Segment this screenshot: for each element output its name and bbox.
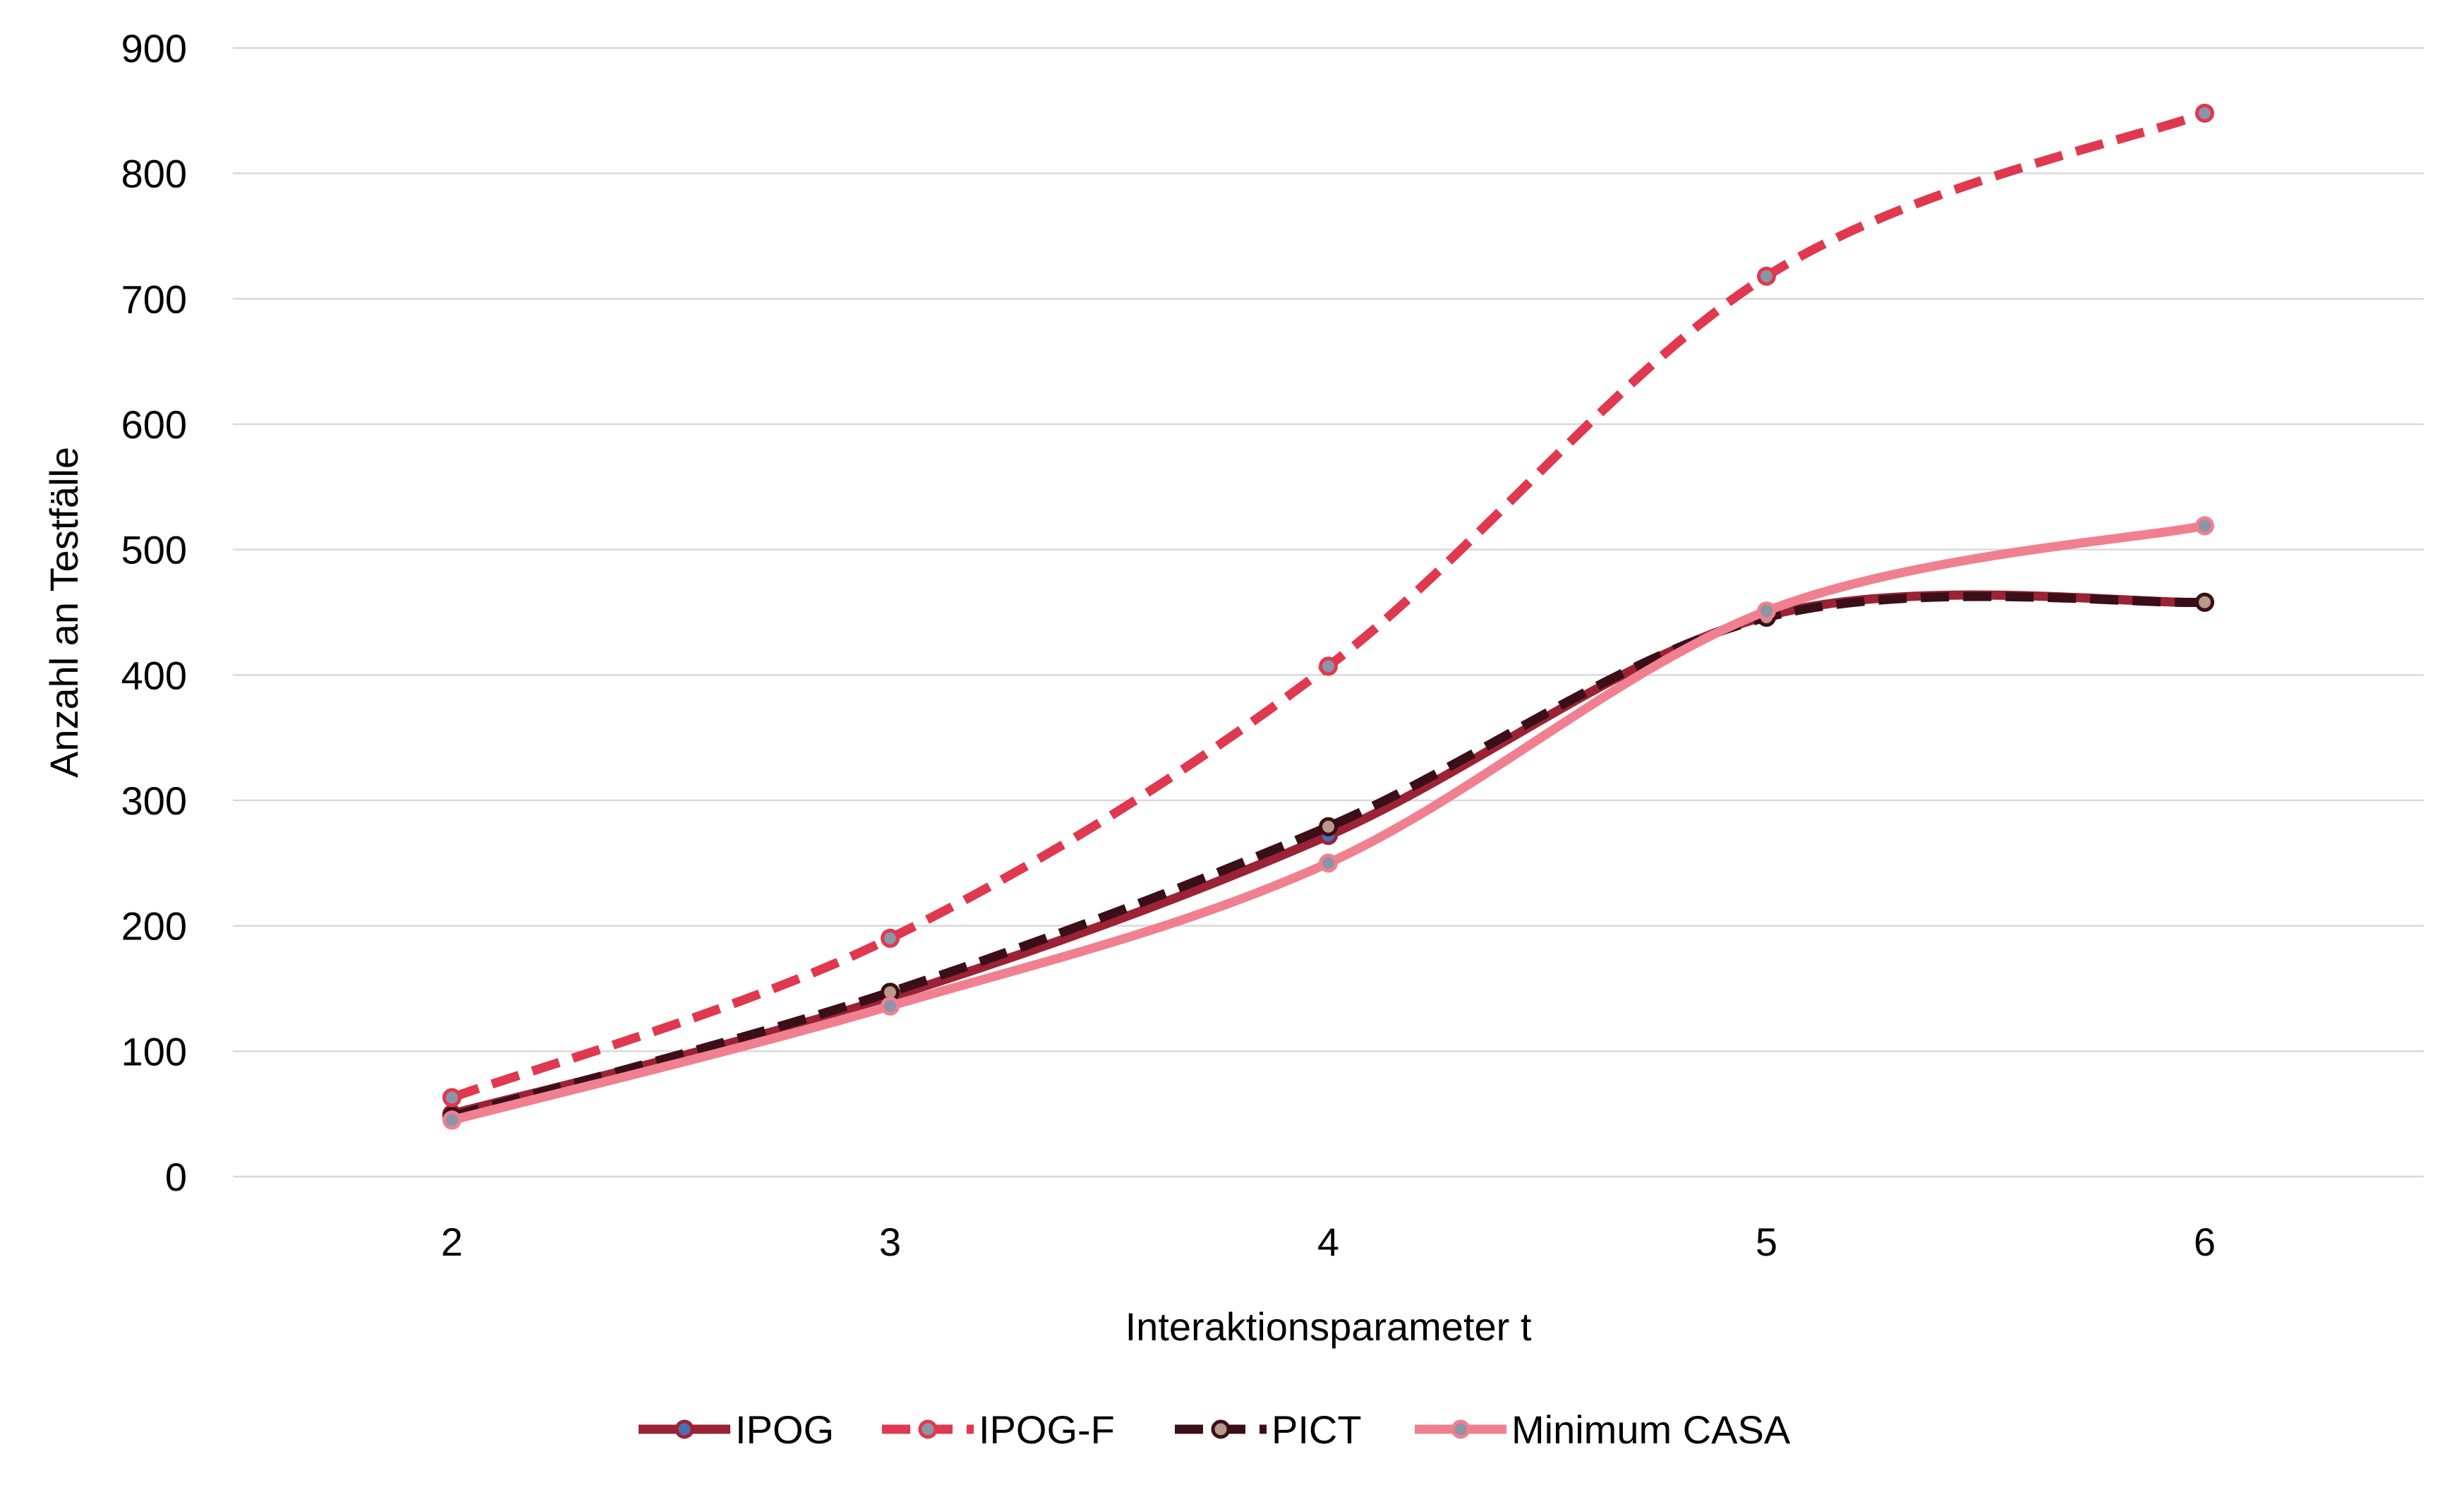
legend-marker: [675, 1419, 694, 1439]
legend: IPOG IPOG-F PICT Minimum CASA: [639, 1407, 1791, 1452]
y-tick-label: 800: [121, 152, 187, 196]
x-axis-title: Interaktionsparameter t: [1125, 1304, 1532, 1349]
legend-entry: PICT: [1175, 1407, 1362, 1452]
legend-label: IPOG: [735, 1407, 834, 1452]
legend-marker: [1211, 1419, 1231, 1439]
y-tick-label: 900: [121, 26, 187, 71]
series-layer: [442, 103, 2214, 1130]
legend-entry: IPOG: [639, 1407, 834, 1452]
series-minimum-casa: [442, 516, 2214, 1130]
series-ipog-f: [442, 103, 2214, 1107]
data-point: [2195, 592, 2214, 612]
grid-layer: [233, 47, 2424, 1178]
series-line: [450, 109, 2206, 1102]
x-tick-label: 5: [1756, 1220, 1777, 1264]
data-point: [1319, 817, 1338, 836]
legend-label: IPOG-F: [979, 1407, 1115, 1452]
data-point: [2195, 516, 2214, 536]
data-point: [881, 928, 900, 948]
y-tick-label: 600: [121, 402, 187, 447]
y-tick-label: 0: [165, 1155, 187, 1199]
y-axis-ticks: 0 100 200 300 400 500 600 700 800 900: [121, 26, 187, 1199]
x-tick-label: 6: [2194, 1220, 2216, 1264]
data-point: [1319, 853, 1338, 873]
y-axis-title: Anzahl an Testfälle: [42, 447, 86, 778]
y-tick-label: 700: [121, 277, 187, 321]
y-tick-label: 500: [121, 528, 187, 572]
x-axis-ticks: 2 3 4 5 6: [441, 1220, 2216, 1264]
data-point: [1757, 601, 1776, 621]
legend-marker: [1451, 1419, 1470, 1439]
x-tick-label: 2: [441, 1220, 463, 1264]
data-point: [881, 996, 900, 1016]
y-tick-label: 100: [121, 1029, 187, 1074]
legend-label: PICT: [1272, 1407, 1362, 1452]
legend-label: Minimum CASA: [1511, 1407, 1791, 1452]
x-tick-label: 3: [879, 1220, 901, 1264]
data-point: [442, 1088, 461, 1107]
data-point: [1757, 266, 1776, 286]
y-tick-label: 300: [121, 778, 187, 823]
legend-marker: [918, 1419, 938, 1439]
data-point: [442, 1110, 461, 1130]
data-point: [2195, 103, 2214, 123]
y-tick-label: 200: [121, 904, 187, 949]
legend-entry: IPOG-F: [882, 1407, 1115, 1452]
legend-entry: Minimum CASA: [1415, 1407, 1791, 1452]
x-tick-label: 4: [1317, 1220, 1339, 1264]
data-point: [1319, 656, 1338, 676]
y-tick-label: 400: [121, 653, 187, 697]
